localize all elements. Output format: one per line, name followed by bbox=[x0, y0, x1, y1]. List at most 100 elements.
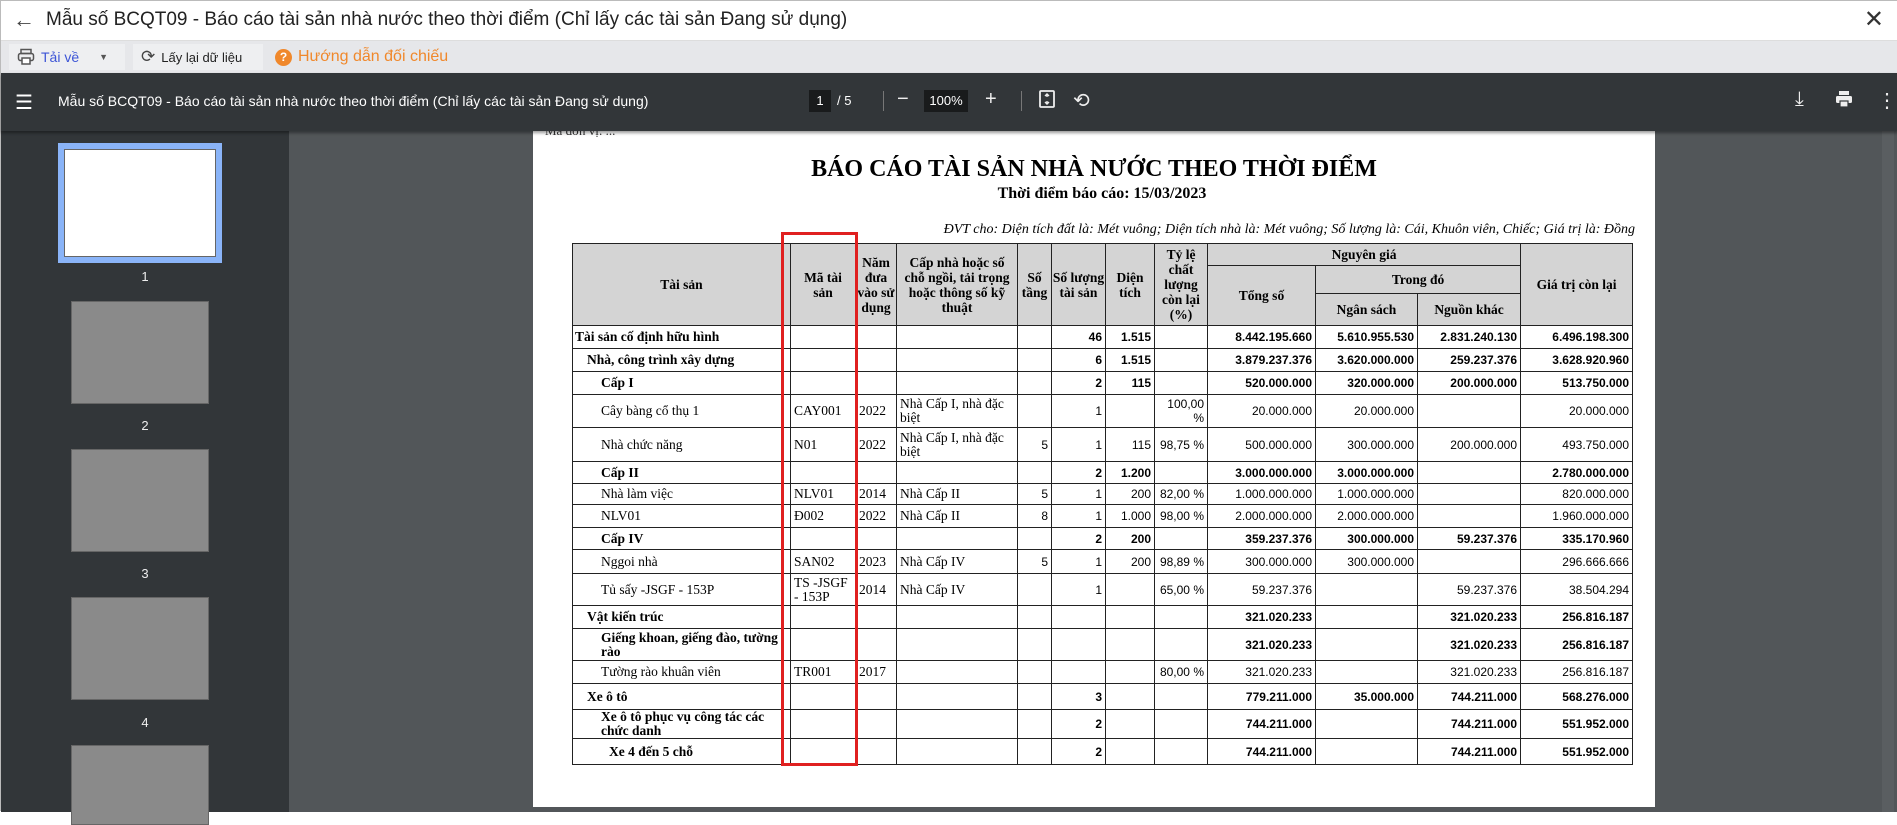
rotate-icon[interactable]: ⟲ bbox=[1073, 90, 1090, 112]
cell-year bbox=[855, 605, 897, 629]
cell-code: NLV01 bbox=[790, 483, 856, 505]
page-thumbnail-4[interactable] bbox=[71, 597, 209, 700]
cell-quantity bbox=[1051, 660, 1106, 684]
cell-other-source bbox=[1416, 483, 1522, 505]
cell-budget: 20.000.000 bbox=[1315, 394, 1418, 428]
cell-quality-rate bbox=[1154, 683, 1208, 710]
cell-asset-name: Cấp I bbox=[572, 371, 791, 395]
cell-grade: Nhà Cấp IV bbox=[896, 549, 1018, 574]
header-ngan-sach: Ngân sách bbox=[1315, 293, 1418, 326]
cell-floors bbox=[1017, 394, 1052, 428]
cell-year bbox=[855, 683, 897, 710]
cell-asset-name: Tường rào khuân viên bbox=[572, 660, 791, 684]
cell-other-source: 200.000.000 bbox=[1416, 427, 1522, 462]
pdf-title: Mẫu số BCQT09 - Báo cáo tài sản nhà nước… bbox=[58, 93, 649, 109]
cell-total: 500.000.000 bbox=[1207, 427, 1316, 462]
cell-area: 200 bbox=[1105, 483, 1155, 505]
cell-floors bbox=[1017, 628, 1052, 661]
cell-other-source bbox=[1416, 461, 1522, 484]
cell-remaining-value: 6.496.198.300 bbox=[1520, 325, 1634, 349]
cell-code bbox=[790, 628, 856, 661]
close-icon[interactable]: ✕ bbox=[1863, 6, 1884, 33]
refresh-data-button[interactable]: ⟳ Lấy lại dữ liệu bbox=[133, 44, 263, 70]
cell-other-source: 321.020.233 bbox=[1416, 628, 1522, 661]
page-thumbnail-2[interactable] bbox=[71, 301, 209, 404]
cell-budget: 320.000.000 bbox=[1315, 371, 1418, 395]
thumbnail-label: 2 bbox=[141, 418, 149, 433]
cell-other-source: 744.211.000 bbox=[1416, 738, 1522, 765]
cell-remaining-value: 256.816.187 bbox=[1520, 660, 1634, 684]
cell-code bbox=[790, 325, 856, 349]
table-row: Tường rào khuân viên TR001 2017 80,00 % 321.… bbox=[572, 660, 1634, 684]
menu-icon[interactable]: ☰ bbox=[15, 92, 33, 114]
cell-floors: 5 bbox=[1017, 483, 1052, 505]
refresh-icon: ⟳ bbox=[141, 47, 156, 66]
cell-total: 8.442.195.660 bbox=[1207, 325, 1316, 349]
chevron-down-icon[interactable]: ▼ bbox=[99, 52, 109, 62]
cell-asset-name: Nggoi nhà bbox=[572, 549, 791, 574]
cell-area bbox=[1105, 683, 1155, 710]
thumbnail-sidebar[interactable]: 1 2 3 4 bbox=[1, 131, 289, 825]
more-options-icon[interactable]: ⋮ bbox=[1877, 90, 1897, 112]
asset-report-table: Tài sản Mã tài sản Năm đưa vào sử dụng C… bbox=[572, 243, 1634, 765]
print-icon[interactable] bbox=[1835, 90, 1853, 114]
cell-year: 2022 bbox=[855, 427, 897, 462]
back-arrow-icon[interactable]: ← bbox=[13, 7, 35, 32]
cell-budget bbox=[1315, 628, 1418, 661]
reconcile-guide-link[interactable]: ? Hướng dẫn đối chiếu bbox=[267, 44, 456, 70]
cell-asset-name: Cấp II bbox=[572, 461, 791, 484]
cell-area: 1.515 bbox=[1105, 325, 1155, 349]
cell-code: CAY001 bbox=[790, 394, 856, 428]
cell-grade bbox=[896, 738, 1018, 765]
zoom-out-icon[interactable]: − bbox=[897, 88, 909, 110]
cell-grade bbox=[896, 628, 1018, 661]
cell-code bbox=[790, 738, 856, 765]
table-row: Nggoi nhà SAN02 2023 Nhà Cấp IV 5 1 200 98,89 %… bbox=[572, 549, 1634, 574]
cell-code bbox=[790, 605, 856, 629]
vertical-scrollbar[interactable] bbox=[1882, 131, 1894, 812]
cell-remaining-value: 256.816.187 bbox=[1520, 628, 1634, 661]
cell-floors: 5 bbox=[1017, 549, 1052, 574]
cell-code: N01 bbox=[790, 427, 856, 462]
zoom-in-icon[interactable]: + bbox=[985, 88, 997, 110]
zoom-level-input[interactable]: 100% bbox=[924, 90, 968, 112]
cell-other-source: 744.211.000 bbox=[1416, 683, 1522, 710]
cell-floors: 5 bbox=[1017, 427, 1052, 462]
cell-asset-name: Giếng khoan, giếng đào, tường rào bbox=[572, 628, 791, 661]
cell-floors bbox=[1017, 573, 1052, 606]
cell-quantity: 2 bbox=[1051, 371, 1106, 395]
fit-page-icon[interactable] bbox=[1038, 89, 1056, 115]
cell-year: 2017 bbox=[855, 660, 897, 684]
divider bbox=[883, 91, 884, 111]
cell-quantity: 1 bbox=[1051, 504, 1106, 528]
cell-area bbox=[1105, 573, 1155, 606]
page-number-input[interactable]: 1 bbox=[809, 90, 831, 112]
cell-quantity: 1 bbox=[1051, 394, 1106, 428]
cell-quality-rate: 80,00 % bbox=[1154, 660, 1208, 684]
cell-quantity bbox=[1051, 605, 1106, 629]
cell-quality-rate bbox=[1154, 605, 1208, 629]
cell-quality-rate: 98,00 % bbox=[1154, 504, 1208, 528]
cell-area: 1.515 bbox=[1105, 348, 1155, 372]
cell-asset-name: Tài sản cố định hữu hình bbox=[572, 325, 791, 349]
header-tong-so: Tổng số bbox=[1207, 265, 1316, 326]
cell-remaining-value: 513.750.000 bbox=[1520, 371, 1634, 395]
table-row: Nhà chức năng N01 2022 Nhà Cấp I, nhà đặc b… bbox=[572, 427, 1634, 462]
download-button[interactable]: Tải về ▼ bbox=[9, 44, 125, 70]
cell-grade bbox=[896, 527, 1018, 550]
cell-remaining-value: 493.750.000 bbox=[1520, 427, 1634, 462]
table-row: Cấp II 2 1.200 3.000.000.000 3.000.000.000 2.… bbox=[572, 461, 1634, 484]
page-thumbnail-3[interactable] bbox=[71, 449, 209, 552]
cell-total: 744.211.000 bbox=[1207, 709, 1316, 739]
header-so-tang: Số tầng bbox=[1017, 243, 1052, 326]
pdf-page: Mã đơn vị: ... BÁO CÁO TÀI SẢN NHÀ NƯỚC … bbox=[533, 131, 1655, 807]
cell-grade: Nhà Cấp II bbox=[896, 483, 1018, 505]
cell-asset-name: Nhà làm việc bbox=[572, 483, 791, 505]
cell-remaining-value: 256.816.187 bbox=[1520, 605, 1634, 629]
page-thumbnail-5[interactable] bbox=[71, 745, 209, 825]
header-ma-tai-san: Mã tài sản bbox=[790, 243, 856, 326]
cell-budget: 2.000.000.000 bbox=[1315, 504, 1418, 528]
cell-asset-name: Vật kiến trúc bbox=[572, 605, 791, 629]
download-icon[interactable]: ⤓ bbox=[1795, 88, 1804, 110]
page-thumbnail-1[interactable] bbox=[58, 143, 222, 263]
